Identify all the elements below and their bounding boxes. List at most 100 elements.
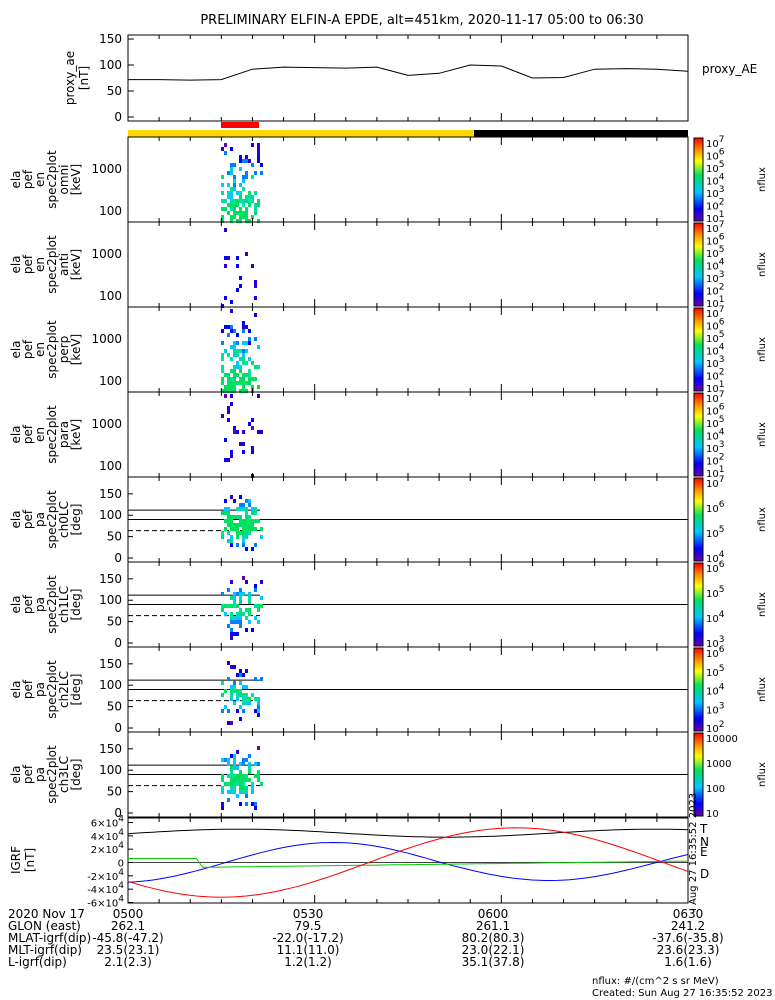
spectrogram-cell	[233, 596, 236, 600]
spectrogram-cell	[221, 183, 224, 187]
colorbar	[693, 392, 704, 477]
spectrogram-cell	[254, 604, 257, 608]
spectrogram-cell	[260, 782, 263, 786]
spectrogram-cell	[251, 385, 254, 389]
panel-ylabel: pef	[21, 679, 35, 699]
spectrogram-cell	[242, 762, 245, 766]
spectrogram-cell	[233, 163, 236, 167]
spectrogram-cell	[221, 215, 224, 219]
colorbar-tick-label: 106	[706, 560, 725, 575]
spectrogram-cell	[230, 191, 233, 195]
colorbar-unit: nflux	[757, 252, 768, 277]
spectrogram-cell	[230, 689, 233, 693]
spectrogram-cell	[230, 219, 233, 223]
spectrogram-cell	[242, 175, 245, 179]
footer-row-label: MLT-igrf(dip)	[8, 943, 82, 957]
spectrogram-cell	[257, 709, 260, 713]
footer-value: -37.6(-35.8)	[652, 931, 724, 945]
spectrogram-cell	[236, 288, 239, 292]
spectrogram-cell	[227, 531, 230, 535]
panel-ylabel: pa	[33, 512, 47, 527]
igrf-stamp: Sun Aug 27 16:35:52 2023	[688, 793, 699, 910]
spectrogram-cell	[233, 527, 236, 531]
spectrogram-cell	[230, 377, 233, 381]
panel-ylabel: spec2plot	[45, 490, 59, 549]
panel-ylabel: ela	[9, 255, 23, 273]
spectrogram-cell	[254, 774, 257, 778]
pitch-ytick-label: 50	[107, 785, 122, 799]
proxy-ae-frame	[127, 34, 689, 122]
spectrogram-cell	[242, 685, 245, 689]
footer-value: 23.5(23.1)	[96, 943, 160, 957]
spectrogram-cell	[236, 381, 239, 385]
spectrogram-cell	[245, 531, 248, 535]
spectrogram-cell	[245, 381, 248, 385]
pitch-ytick-label: 150	[99, 572, 122, 586]
spectrogram-cell	[236, 766, 239, 770]
spectrogram-cell	[257, 519, 260, 523]
spectrogram-cell	[248, 701, 251, 705]
spectrogram-cell	[230, 357, 233, 361]
proxy-ae-ytick-label: 50	[107, 84, 122, 98]
panel-ylabel: [deg]	[69, 674, 83, 706]
colorbar-tick-label: 106	[706, 233, 725, 248]
spectrogram-cell	[239, 199, 242, 203]
igrf-east-line	[128, 858, 689, 868]
spectrogram-cell	[251, 175, 254, 179]
spectrogram-cell	[221, 681, 224, 685]
panel-ylabel: anti	[57, 253, 71, 276]
spectrogram-cell	[233, 616, 236, 620]
spectrogram-cell	[233, 685, 236, 689]
spectrogram-cell	[230, 535, 233, 539]
footer-value: 23.6(23.3)	[656, 943, 720, 957]
spectrogram-cell	[227, 458, 230, 462]
spectrogram-cell	[254, 203, 257, 207]
colorbar-unit: nflux	[757, 677, 768, 702]
spectrogram-cell	[233, 778, 236, 782]
spectrogram-cell	[242, 612, 245, 616]
spectrogram-cell	[257, 143, 260, 147]
footer-value: 0600	[477, 907, 509, 921]
spectrogram-cell	[254, 511, 257, 515]
spectrogram-cell	[245, 527, 248, 531]
panel-ylabel: pef	[21, 339, 35, 359]
spectrogram-cell	[245, 389, 248, 393]
spectrogram-cell	[221, 191, 224, 195]
spectrogram-cell	[254, 284, 257, 288]
spectrogram-cell	[242, 782, 245, 786]
spectrogram-cell	[230, 596, 233, 600]
spectrogram-cell	[257, 219, 260, 223]
spectrogram-cell	[248, 596, 251, 600]
spectrogram-cell	[236, 361, 239, 365]
spectrogram-cell	[236, 203, 239, 207]
footer-value: 11.1(11.0)	[276, 943, 340, 957]
spectrogram-cell	[245, 175, 248, 179]
spectrogram-cell	[239, 717, 242, 721]
colorbar-tick-label: 101	[706, 210, 724, 225]
colorbar	[693, 647, 704, 732]
spectrogram-cell	[233, 701, 236, 705]
spectrogram-cell	[245, 341, 248, 345]
spectrogram-cell	[248, 191, 251, 195]
spectrogram-cell	[230, 721, 233, 725]
spectrogram-cell	[239, 507, 242, 511]
spectrogram-cell	[227, 195, 230, 199]
spectrogram-cell	[245, 511, 248, 515]
spectrogram-cell	[230, 766, 233, 770]
spectrogram-cell	[239, 365, 242, 369]
spectrogram-cell	[254, 543, 257, 547]
panel-ylabel: ela	[9, 680, 23, 698]
colorbar-tick-label: 105	[706, 525, 724, 540]
spectrogram-cell	[227, 709, 230, 713]
spectrogram-cell	[230, 381, 233, 385]
panel-ylabel: spec2plot	[45, 320, 59, 379]
colorbar	[693, 137, 704, 222]
footer-row-label: L-igrf(dip)	[8, 955, 67, 969]
spectrogram-cell	[242, 774, 245, 778]
spectrogram-cell	[254, 802, 257, 806]
spectrogram-cell	[227, 183, 230, 187]
spectrogram-cell	[251, 786, 254, 790]
spectrogram-cell	[227, 191, 230, 195]
spectrogram-cell	[254, 527, 257, 531]
spectrogram-cell	[245, 199, 248, 203]
